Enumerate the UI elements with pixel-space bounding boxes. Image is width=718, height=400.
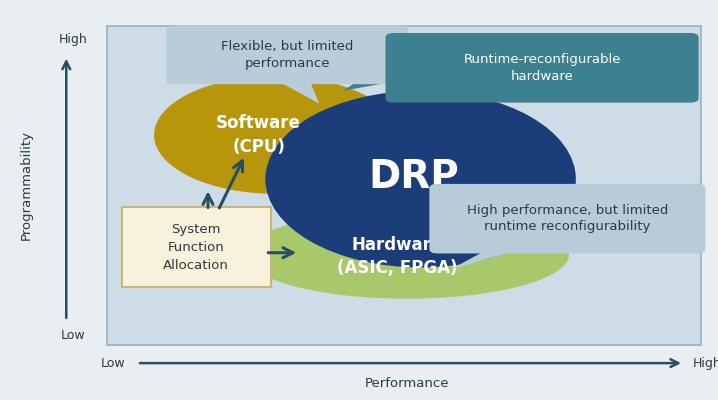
Ellipse shape: [245, 210, 569, 299]
Text: Hardware
(ASIC, FPGA): Hardware (ASIC, FPGA): [337, 236, 457, 277]
Text: Flexible, but limited
performance: Flexible, but limited performance: [221, 40, 353, 70]
Text: High performance, but limited
runtime reconfigurability: High performance, but limited runtime re…: [467, 204, 668, 234]
Text: Runtime-reconfigurable
hardware: Runtime-reconfigurable hardware: [463, 53, 621, 82]
FancyBboxPatch shape: [166, 26, 409, 84]
Text: DRP: DRP: [368, 158, 460, 196]
Text: Low: Low: [61, 329, 85, 342]
Ellipse shape: [266, 91, 576, 268]
FancyBboxPatch shape: [107, 26, 701, 345]
Text: Performance: Performance: [365, 377, 449, 390]
Text: System
Function
Allocation: System Function Allocation: [163, 223, 229, 272]
Text: Low: Low: [101, 357, 126, 370]
Polygon shape: [451, 249, 522, 269]
Polygon shape: [276, 80, 320, 104]
FancyBboxPatch shape: [121, 208, 271, 287]
Text: High: High: [59, 33, 88, 46]
Ellipse shape: [154, 76, 397, 194]
FancyBboxPatch shape: [386, 33, 699, 102]
Polygon shape: [343, 58, 393, 91]
Text: Programmability: Programmability: [19, 130, 32, 240]
Text: High: High: [693, 357, 718, 370]
FancyBboxPatch shape: [429, 184, 705, 254]
Text: Software
(CPU): Software (CPU): [216, 114, 301, 156]
